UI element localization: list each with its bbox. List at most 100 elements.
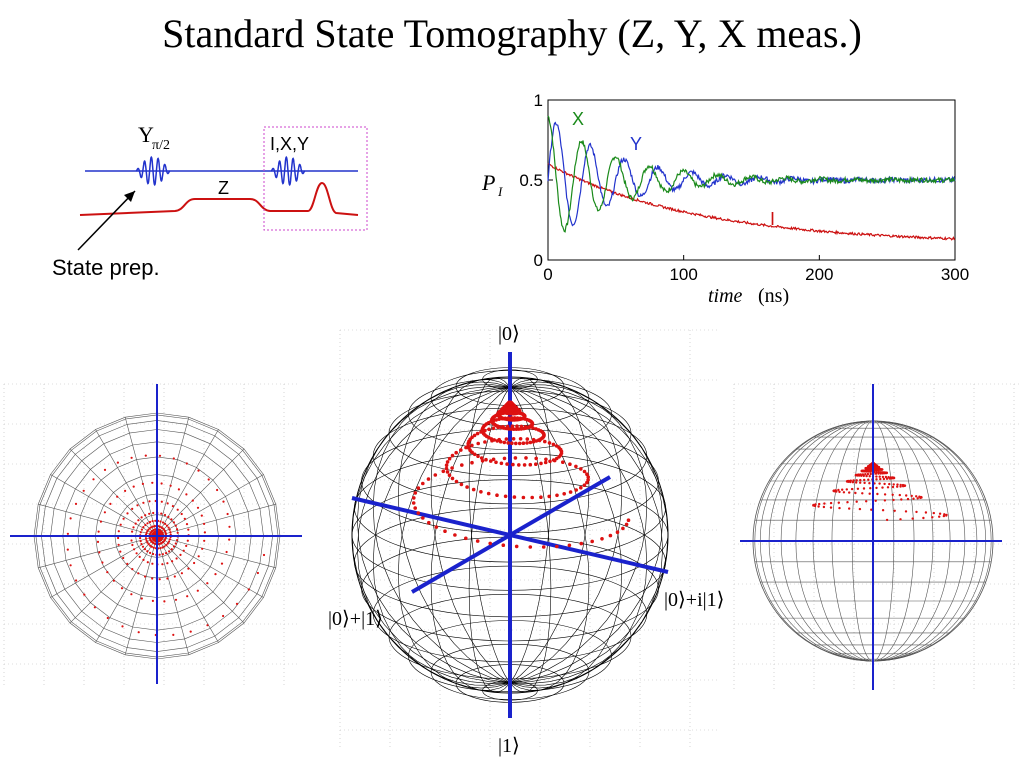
mesh-spoke: [95, 429, 158, 537]
trajectory-point: [893, 509, 896, 512]
trajectory-point: [541, 545, 546, 549]
trajectory-point: [484, 457, 488, 462]
mesh-spoke: [156, 535, 264, 598]
trajectory-point: [464, 536, 468, 541]
trajectory-point: [528, 545, 533, 549]
mesh-spoke: [156, 503, 276, 537]
trajectory-point: [196, 589, 199, 592]
trajectory-point: [145, 539, 148, 542]
mesh-spoke: [38, 503, 158, 537]
trajectory-point: [534, 439, 539, 443]
trajectory-point: [582, 483, 587, 487]
trajectory-point: [885, 477, 889, 480]
mesh-spoke: [50, 474, 158, 537]
trajectory-point: [543, 460, 548, 465]
trajectory-point: [101, 561, 104, 564]
trajectory-point: [586, 478, 590, 482]
trajectory-point: [185, 462, 188, 465]
trajectory-point: [161, 553, 164, 556]
trajectory-point: [148, 520, 152, 524]
trajectory-point: [147, 543, 150, 546]
trajectory-point: [450, 453, 455, 458]
trajectory-point: [891, 485, 895, 489]
trajectory-point: [916, 497, 919, 500]
z-label: Z: [218, 178, 229, 198]
trajectory-point: [187, 528, 190, 531]
trajectory-point: [126, 562, 129, 565]
trajectory-point: [859, 478, 862, 482]
trajectory-point: [528, 462, 533, 467]
mesh-spoke: [38, 535, 158, 569]
trajectory-point: [137, 631, 140, 634]
trajectory-point: [103, 468, 107, 471]
trajectory-point: [881, 471, 884, 474]
trajectory-point: [868, 482, 871, 485]
state-prep-label: State prep.: [52, 255, 160, 280]
trajectory-point: [847, 479, 850, 483]
trajectory-point: [163, 545, 166, 548]
trajectory-point: [517, 463, 521, 467]
trajectory-point: [146, 561, 149, 564]
trajectory-point: [554, 456, 559, 461]
trajectory-point: [173, 575, 176, 578]
trajectory-point: [624, 522, 629, 527]
trajectory-point: [479, 456, 484, 460]
trajectory-point: [858, 507, 862, 511]
trajectory-point: [881, 475, 885, 479]
trajectory-point: [140, 528, 143, 531]
trajectory-point: [206, 582, 209, 585]
trajectory-point: [483, 440, 487, 444]
trajectory-point: [511, 437, 516, 441]
trajectory-point: [509, 427, 514, 431]
trajectory-point: [443, 529, 447, 533]
trajectory-point: [183, 517, 186, 520]
trajectory-point: [99, 520, 102, 523]
x-tick-label: 200: [805, 265, 833, 284]
trajectory-point: [568, 462, 572, 466]
trajectory-point: [548, 459, 552, 464]
trajectory-point: [172, 457, 175, 460]
trajectory-point: [226, 512, 229, 516]
trajectory-point: [861, 492, 864, 495]
trajectory-point: [140, 597, 143, 600]
bias-pulse-line: [79, 181, 359, 216]
trajectory-point: [838, 506, 841, 510]
trajectory-point: [131, 530, 134, 533]
trajectory-point: [837, 488, 840, 492]
trajectory-point: [453, 533, 457, 537]
trajectory-point: [854, 491, 857, 495]
trajectory-point: [158, 578, 161, 581]
trajectory-point: [186, 595, 189, 598]
trajectory-point: [143, 548, 147, 551]
trajectory-point: [534, 456, 538, 461]
trajectory-point: [165, 552, 168, 555]
trajectory-point: [144, 537, 148, 540]
trajectory-point: [503, 494, 508, 499]
trajectory-point: [521, 441, 526, 445]
trajectory-point: [413, 506, 417, 510]
trajectory-point: [140, 542, 143, 546]
trajectory-point: [476, 454, 480, 458]
trajectory-point: [501, 543, 506, 547]
trajectory-point: [191, 499, 194, 502]
trajectory-point: [555, 493, 559, 498]
ket-plus-x-label: |0⟩+|1⟩: [328, 608, 383, 630]
trajectory-point: [454, 450, 458, 455]
trajectory-point: [838, 490, 841, 494]
trajectory-point: [74, 502, 78, 505]
trajectory-point: [154, 519, 157, 522]
series-label-i: I: [770, 209, 775, 229]
trajectory-point: [585, 480, 589, 485]
trajectory-point: [869, 472, 872, 476]
side-view-trajectory: [812, 462, 948, 522]
trajectory-point: [124, 489, 127, 492]
y-axis-label-sub: I: [497, 184, 503, 199]
trajectory-point: [506, 441, 510, 445]
mesh-spoke: [69, 535, 158, 624]
y-tick-label: 0.5: [519, 171, 543, 190]
trajectory-point: [161, 521, 165, 524]
trajectory-point: [146, 541, 149, 544]
trajectory-point: [883, 482, 886, 486]
trajectory-point: [416, 511, 421, 515]
trajectory-point: [504, 437, 509, 441]
